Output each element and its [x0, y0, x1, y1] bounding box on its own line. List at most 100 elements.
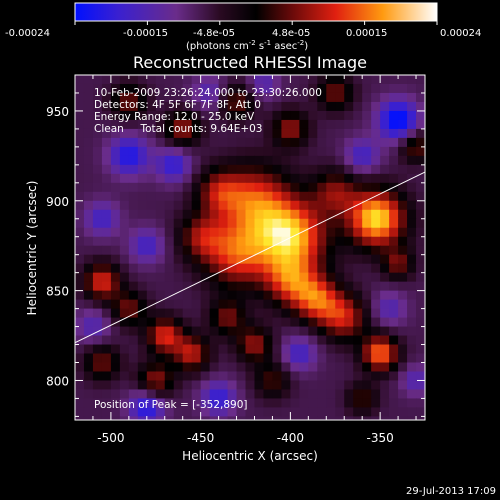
heatmap-cell	[75, 200, 85, 211]
heatmap-cell	[164, 281, 175, 292]
heatmap-cell	[317, 407, 327, 417]
heatmap-cell	[83, 92, 94, 103]
heatmap-cell	[398, 155, 408, 166]
heatmap-cell	[281, 200, 291, 211]
heatmap-cell	[173, 155, 184, 166]
heatmap-cell	[308, 236, 318, 247]
heatmap-cell	[119, 290, 130, 301]
heatmap-cell	[146, 101, 157, 112]
heatmap-cell	[398, 281, 408, 292]
heatmap-cell	[272, 290, 283, 301]
heatmap-cell	[344, 209, 354, 220]
heatmap-cell	[75, 164, 85, 175]
heatmap-cell	[227, 83, 238, 94]
heatmap-cell	[200, 128, 211, 139]
info-detectors: Detectors: 4F 5F 6F 7F 8F, Att 0	[94, 99, 261, 111]
heatmap-cell	[173, 398, 184, 409]
heatmap-cell	[164, 290, 175, 301]
heatmap-cell	[146, 407, 157, 417]
heatmap-cell	[236, 407, 247, 417]
heatmap-cell	[263, 272, 274, 283]
heatmap-cell	[335, 200, 345, 211]
unit-part-1: -2	[249, 39, 256, 47]
heatmap-cell	[371, 281, 381, 292]
heatmap-cell	[182, 272, 193, 283]
heatmap-cell	[92, 317, 103, 328]
heatmap-cell	[209, 398, 220, 409]
heatmap-cell	[416, 191, 425, 202]
heatmap-cell	[137, 173, 148, 184]
heatmap-cell	[146, 137, 157, 148]
heatmap-cell	[164, 155, 175, 166]
heatmap-cell	[83, 164, 94, 175]
heatmap-cell	[83, 191, 94, 202]
heatmap-cell	[83, 128, 94, 139]
heatmap-cell	[218, 263, 229, 274]
heatmap-cell	[317, 173, 327, 184]
heatmap-cell	[335, 137, 345, 148]
heatmap-cell	[83, 254, 94, 265]
unit-part-4: asec	[271, 41, 297, 52]
heatmap-cell	[209, 155, 220, 166]
heatmap-cell	[245, 308, 256, 319]
heatmap-cell	[299, 218, 309, 229]
heatmap-cell	[245, 83, 256, 94]
heatmap-cell	[380, 173, 390, 184]
heatmap-cell	[182, 290, 193, 301]
heatmap-cell	[326, 281, 336, 292]
heatmap-cell	[380, 191, 390, 202]
heatmap-cell	[182, 227, 193, 238]
heatmap-cell	[398, 92, 408, 103]
heatmap-cell	[317, 317, 327, 328]
heatmap-cell	[263, 344, 274, 355]
heatmap-cell	[209, 308, 220, 319]
heatmap-cell	[344, 218, 354, 229]
heatmap-cell	[398, 218, 408, 229]
heatmap-cell	[272, 92, 283, 103]
heatmap-cell	[200, 263, 211, 274]
heatmap-cell	[191, 101, 202, 112]
heatmap-cell	[326, 308, 336, 319]
heatmap-cell	[317, 137, 327, 148]
heatmap-cell	[110, 119, 121, 130]
heatmap-cell	[290, 389, 300, 400]
heatmap-cell	[227, 191, 238, 202]
heatmap-cell	[272, 353, 283, 364]
heatmap-cell	[236, 92, 247, 103]
heatmap-cell	[137, 380, 148, 391]
heatmap-cell	[308, 191, 318, 202]
heatmap-cell	[353, 299, 363, 310]
heatmap-cell	[317, 389, 327, 400]
heatmap-cell	[317, 164, 327, 175]
heatmap-cell	[281, 209, 291, 220]
heatmap-cell	[227, 200, 238, 211]
heatmap-cell	[416, 389, 425, 400]
heatmap-cell	[380, 407, 390, 417]
heatmap-cell	[236, 416, 247, 420]
heatmap-cell	[326, 227, 336, 238]
heatmap-cell	[254, 326, 265, 337]
heatmap-cell	[335, 263, 345, 274]
heatmap-cell	[110, 263, 121, 274]
heatmap-cell	[83, 326, 94, 337]
heatmap-cell	[416, 416, 425, 420]
heatmap-cell	[416, 380, 425, 391]
heatmap-cell	[128, 245, 139, 256]
heatmap-cell	[254, 416, 265, 420]
heatmap-cell	[182, 371, 193, 382]
heatmap-cell	[245, 389, 256, 400]
heatmap-cell	[281, 92, 291, 103]
heatmap-cell	[380, 344, 390, 355]
heatmap-cell	[371, 326, 381, 337]
heatmap-cell	[416, 119, 425, 130]
heatmap-cell	[344, 173, 354, 184]
heatmap-cell	[416, 173, 425, 184]
heatmap-cell	[326, 389, 336, 400]
heatmap-cell	[299, 263, 309, 274]
heatmap-cell	[218, 146, 229, 157]
heatmap-cell	[75, 407, 85, 417]
heatmap-cell	[75, 218, 85, 229]
heatmap-cell	[371, 353, 381, 364]
heatmap-cell	[263, 101, 274, 112]
heatmap-cell	[218, 272, 229, 283]
